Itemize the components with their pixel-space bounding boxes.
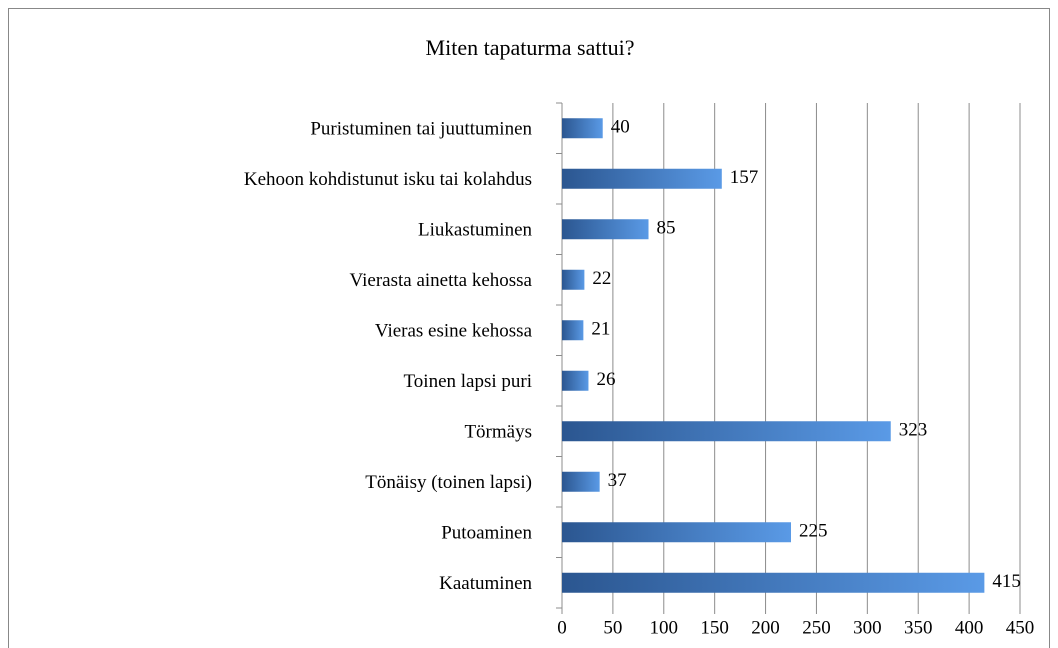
value-label: 40 — [611, 117, 630, 138]
value-label: 85 — [657, 218, 676, 239]
bar — [562, 269, 585, 290]
y-tick-label: Liukastuminen — [418, 220, 532, 241]
value-label: 415 — [992, 571, 1021, 592]
x-tick-label: 450 — [1006, 617, 1035, 638]
bar — [562, 522, 791, 543]
y-tick-label: Kaatuminen — [439, 573, 532, 594]
chart-frame — [8, 8, 1050, 648]
y-tick-label: Törmäys — [464, 422, 532, 443]
x-tick-label: 100 — [650, 617, 679, 638]
chart-title: Miten tapaturma sattui? — [426, 35, 635, 60]
value-label: 225 — [799, 521, 828, 542]
y-tick-label: Tönäisy (toinen lapsi) — [365, 472, 532, 493]
x-tick-label: 300 — [853, 617, 882, 638]
bar — [562, 168, 722, 189]
x-tick-label: 50 — [603, 617, 622, 638]
value-label: 37 — [608, 470, 627, 491]
x-tick-label: 200 — [751, 617, 780, 638]
value-label: 22 — [592, 268, 611, 289]
x-tick-label: 250 — [802, 617, 831, 638]
bar — [562, 320, 584, 341]
value-label: 21 — [591, 319, 610, 340]
bar — [562, 219, 649, 240]
x-tick-label: 400 — [955, 617, 984, 638]
x-tick-label: 350 — [904, 617, 933, 638]
y-tick-label: Putoaminen — [441, 523, 532, 544]
y-tick-label: Puristuminen tai juuttuminen — [310, 119, 532, 140]
value-label: 26 — [596, 369, 615, 390]
bar — [562, 471, 600, 492]
bar — [562, 421, 891, 442]
bar — [562, 572, 985, 593]
bar — [562, 118, 603, 139]
x-tick-label: 150 — [700, 617, 729, 638]
bar — [562, 370, 589, 391]
y-tick-label: Toinen lapsi puri — [404, 371, 532, 392]
value-label: 157 — [730, 167, 759, 188]
value-label: 323 — [899, 420, 928, 441]
y-tick-label: Vierasta ainetta kehossa — [350, 270, 533, 291]
y-tick-label: Kehoon kohdistunut isku tai kolahdus — [244, 169, 532, 190]
y-tick-label: Vieras esine kehossa — [375, 321, 533, 342]
x-tick-label: 0 — [557, 617, 567, 638]
